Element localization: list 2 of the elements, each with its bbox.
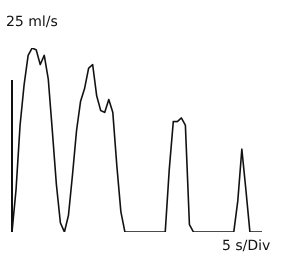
x-axis-title: 5 s/Div [222,238,270,254]
y-axis-title: 25 ml/s [6,14,58,30]
